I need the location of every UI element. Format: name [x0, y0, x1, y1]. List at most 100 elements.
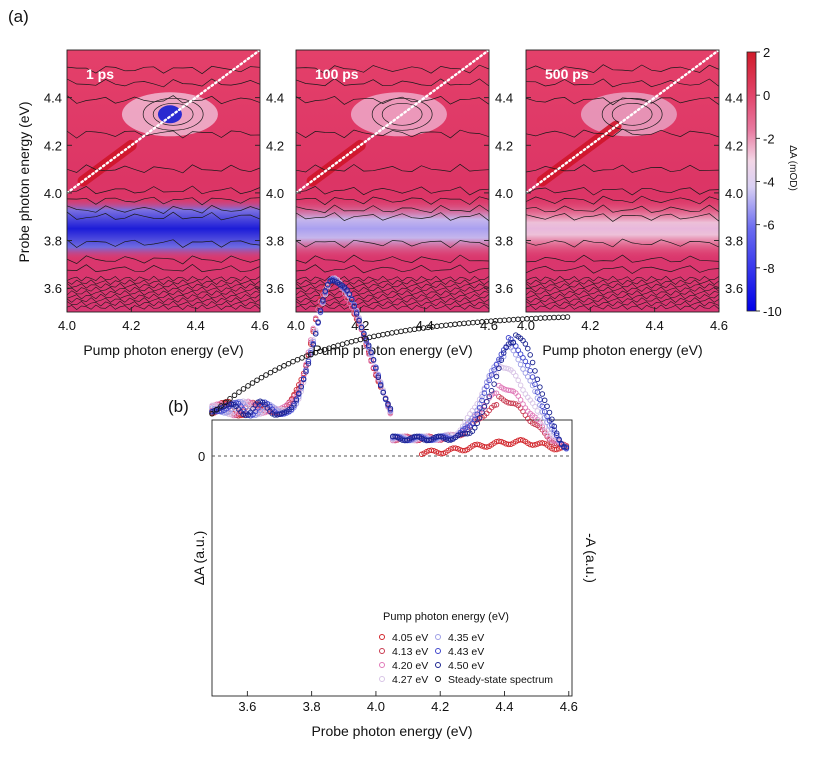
data-point: [553, 432, 560, 438]
data-point: [344, 287, 350, 293]
contour-line: [67, 185, 260, 195]
data-point: [218, 403, 224, 409]
data-point: [474, 401, 480, 407]
data-point: [500, 350, 507, 356]
data-point: [228, 401, 235, 407]
data-point: [527, 352, 533, 358]
data-point: [407, 327, 413, 333]
data-point: [263, 372, 269, 378]
contour-line: [296, 129, 489, 139]
colorbar-tick-label: -10: [763, 304, 782, 319]
data-point: [476, 415, 483, 421]
contour-line: [67, 263, 260, 273]
data-point: [298, 383, 304, 390]
data-point: [529, 374, 536, 380]
data-point: [373, 365, 379, 372]
contour-line: [296, 196, 489, 206]
contour-line: [67, 275, 260, 282]
data-point: [346, 291, 353, 297]
legend-label: 4.20 eV: [392, 660, 428, 672]
contour-line: [526, 275, 719, 282]
data-point: [472, 425, 478, 431]
y-tick-label: 3.6: [725, 281, 743, 296]
legend: 4.05 eV 4.13 eV 4.20 eV 4.27 eV 4.35 eV 4.43 …: [379, 632, 553, 686]
spectra-ylabel-right: -A (a.u.): [583, 533, 599, 583]
data-point: [358, 324, 365, 331]
y-tick-label: 3.8: [44, 234, 62, 249]
colorbar-ticks: 2 0 -2 -4 -6 -8 -10: [756, 45, 782, 319]
data-point: [465, 320, 472, 326]
contour-line: [296, 204, 489, 214]
data-point: [488, 387, 495, 394]
data-point: [452, 321, 458, 328]
contour-line: [371, 97, 433, 131]
contour-line: [526, 204, 719, 213]
data-point: [447, 321, 454, 328]
data-point: [479, 409, 485, 415]
heatmap-ylabel: Probe photon energy (eV): [16, 101, 32, 262]
contour-line: [526, 213, 719, 222]
x-tick-label: 4.2: [122, 318, 140, 333]
contour-line: [526, 304, 719, 310]
data-point: [542, 315, 548, 321]
heatmap-frame: [525, 49, 720, 313]
data-point: [563, 444, 570, 450]
y-tick-label: 4.2: [725, 138, 743, 153]
contour-line: [296, 185, 489, 196]
data-point: [294, 356, 301, 363]
data-point: [353, 311, 360, 317]
x-tick-label: 4.0: [287, 318, 305, 333]
legend-item: 4.20 eV: [379, 660, 428, 672]
y-tick-label: 4.4: [495, 91, 513, 106]
data-point: [496, 438, 502, 444]
contour-line: [67, 196, 260, 206]
data-point: [434, 323, 440, 330]
spectra-x-ticks: 3.6 3.8 4.0 4.2 4.4 4.6: [238, 691, 578, 714]
contour-line: [526, 300, 719, 307]
data-point: [438, 322, 445, 329]
contour-line: [526, 279, 719, 285]
data-point: [285, 360, 292, 367]
data-point: [398, 328, 404, 335]
y-tick-label: 3.6: [44, 281, 62, 296]
y-tick-label: 4.4: [725, 91, 743, 106]
data-point: [551, 314, 557, 321]
data-point: [438, 450, 444, 457]
data-point: [474, 420, 480, 426]
data-point: [532, 388, 538, 395]
spectra-series: [209, 275, 571, 458]
x-tick-label: 4.6: [710, 318, 728, 333]
data-point: [375, 332, 382, 339]
heatmap-image: [296, 50, 489, 312]
contour-line: [526, 195, 719, 205]
spectra-x-tick-label: 3.8: [303, 699, 321, 714]
heatmap-image: [526, 50, 719, 312]
data-point: [303, 369, 309, 375]
colorbar-tick-label: -4: [763, 175, 775, 190]
negative-band: [526, 197, 719, 260]
y-tick-label: 3.8: [266, 234, 284, 249]
data-point: [368, 349, 374, 355]
legend-item: 4.27 eV: [379, 674, 428, 686]
heatmap-panel: 500 ps 4.0 4.2 4.4 4.6 3.6 3.8 4.0 4.2 4.4 Pump ph…: [517, 49, 743, 358]
legend-marker: [379, 634, 385, 640]
legend-label: 4.05 eV: [392, 632, 428, 644]
data-point: [555, 314, 562, 321]
time-label: 100 ps: [315, 66, 359, 82]
y-tick-label: 4.0: [44, 186, 62, 201]
data-point: [525, 362, 531, 369]
heatmap-panel: 1 ps 4.0 4.2 4.4 4.6 3.6 3.6 3.8 3.8 4.0 4.0 4.2 4.2…: [44, 49, 284, 358]
contour-line: [296, 254, 489, 264]
data-point: [209, 411, 215, 417]
data-point: [370, 357, 377, 363]
contour-line: [296, 264, 489, 274]
diagonal-dotted-line: [67, 50, 260, 195]
heatmap-frame: [295, 49, 490, 313]
contour-line: [526, 97, 719, 106]
data-point: [491, 402, 497, 409]
heatmap-xlabel: Pump photon energy (eV): [83, 342, 243, 358]
data-point: [435, 433, 442, 439]
data-point: [481, 404, 488, 410]
data-point: [456, 321, 463, 327]
